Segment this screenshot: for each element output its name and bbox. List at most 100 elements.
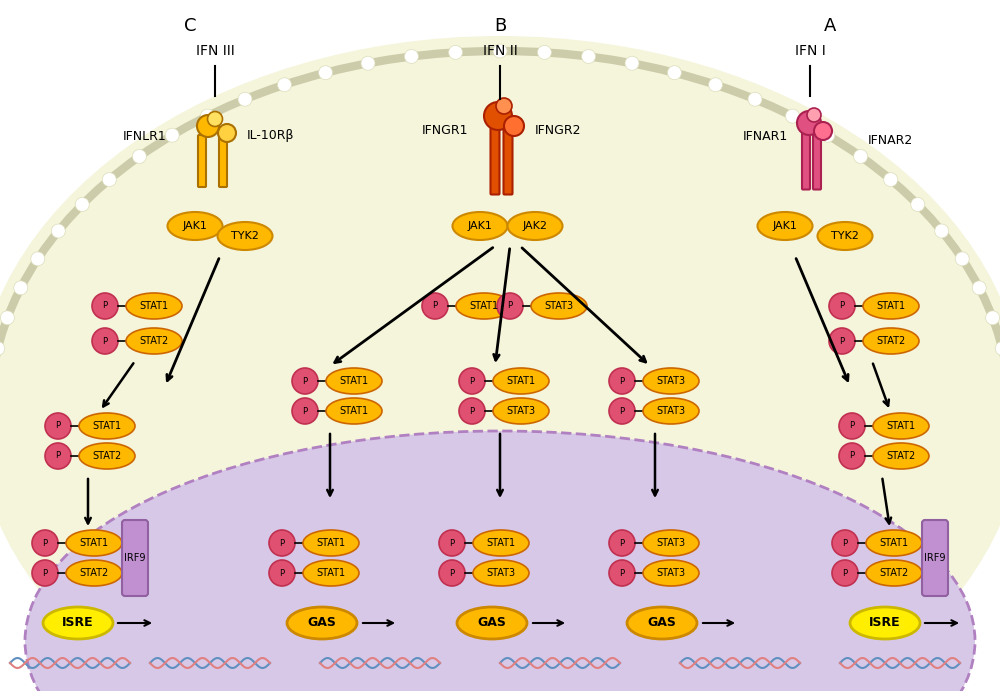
Text: STAT2: STAT2 <box>92 451 122 461</box>
Circle shape <box>31 252 45 266</box>
Circle shape <box>609 560 635 586</box>
Ellipse shape <box>79 413 135 439</box>
Circle shape <box>582 50 596 64</box>
Text: STAT1: STAT1 <box>339 376 369 386</box>
Circle shape <box>277 77 291 92</box>
Circle shape <box>972 281 986 295</box>
Text: ISRE: ISRE <box>62 616 94 630</box>
Circle shape <box>439 560 465 586</box>
Ellipse shape <box>797 111 821 135</box>
Text: STAT3: STAT3 <box>656 568 686 578</box>
Text: C: C <box>184 17 196 35</box>
Text: STAT3: STAT3 <box>656 538 686 548</box>
FancyBboxPatch shape <box>219 135 227 187</box>
Ellipse shape <box>303 560 359 586</box>
Circle shape <box>45 413 71 439</box>
Ellipse shape <box>208 111 223 126</box>
Text: P: P <box>469 406 475 415</box>
Text: STAT1: STAT1 <box>506 376 536 386</box>
Ellipse shape <box>508 212 562 240</box>
Text: P: P <box>279 569 285 578</box>
Ellipse shape <box>807 108 821 122</box>
Circle shape <box>238 92 252 106</box>
Circle shape <box>839 443 865 469</box>
Text: P: P <box>469 377 475 386</box>
Ellipse shape <box>873 413 929 439</box>
Text: STAT2: STAT2 <box>876 336 906 346</box>
Circle shape <box>786 109 800 123</box>
Text: IFNAR2: IFNAR2 <box>867 135 913 147</box>
Text: STAT2: STAT2 <box>886 451 916 461</box>
Text: P: P <box>839 337 845 346</box>
Text: IFNLR1: IFNLR1 <box>123 129 167 142</box>
Circle shape <box>92 293 118 319</box>
Text: STAT1: STAT1 <box>876 301 906 311</box>
Ellipse shape <box>531 293 587 319</box>
Text: STAT3: STAT3 <box>544 301 574 311</box>
Circle shape <box>995 341 1000 355</box>
Circle shape <box>829 328 855 354</box>
Text: JAK1: JAK1 <box>468 221 492 231</box>
Circle shape <box>854 149 868 164</box>
Ellipse shape <box>126 328 182 354</box>
Text: JAK1: JAK1 <box>773 221 797 231</box>
FancyBboxPatch shape <box>491 128 500 194</box>
Circle shape <box>537 46 551 59</box>
FancyBboxPatch shape <box>504 128 512 194</box>
Circle shape <box>165 129 179 142</box>
Ellipse shape <box>473 530 529 556</box>
Ellipse shape <box>817 222 872 250</box>
Text: STAT1: STAT1 <box>79 538 109 548</box>
Ellipse shape <box>326 398 382 424</box>
Text: P: P <box>449 538 455 547</box>
Circle shape <box>14 281 28 295</box>
Text: IFNGR1: IFNGR1 <box>422 124 468 138</box>
Text: STAT3: STAT3 <box>506 406 536 416</box>
Circle shape <box>821 129 835 142</box>
Text: JAK2: JAK2 <box>522 221 548 231</box>
Ellipse shape <box>643 530 699 556</box>
Circle shape <box>449 46 463 59</box>
Circle shape <box>422 293 448 319</box>
Text: STAT2: STAT2 <box>879 568 909 578</box>
Text: IL-10Rβ: IL-10Rβ <box>246 129 294 142</box>
Ellipse shape <box>866 530 922 556</box>
Circle shape <box>269 560 295 586</box>
Ellipse shape <box>456 293 512 319</box>
Circle shape <box>832 560 858 586</box>
Ellipse shape <box>484 102 512 130</box>
Text: IFN I: IFN I <box>795 44 825 58</box>
Ellipse shape <box>863 293 919 319</box>
Text: IFNAR1: IFNAR1 <box>742 129 788 142</box>
Ellipse shape <box>457 607 527 639</box>
Circle shape <box>361 56 375 70</box>
Ellipse shape <box>66 530 122 556</box>
FancyBboxPatch shape <box>922 520 948 596</box>
Circle shape <box>439 530 465 556</box>
Text: P: P <box>432 301 438 310</box>
Text: IRF9: IRF9 <box>124 553 146 563</box>
Circle shape <box>75 198 89 211</box>
Text: A: A <box>824 17 836 35</box>
Text: STAT1: STAT1 <box>486 538 516 548</box>
Circle shape <box>625 56 639 70</box>
Text: ISRE: ISRE <box>869 616 901 630</box>
Text: P: P <box>842 538 848 547</box>
Text: STAT1: STAT1 <box>316 538 346 548</box>
Text: GAS: GAS <box>308 616 336 630</box>
Text: STAT1: STAT1 <box>886 421 916 431</box>
Ellipse shape <box>504 116 524 136</box>
Text: STAT1: STAT1 <box>469 301 499 311</box>
Circle shape <box>748 92 762 106</box>
Circle shape <box>935 224 949 238</box>
Ellipse shape <box>66 560 122 586</box>
Text: IFN II: IFN II <box>483 44 517 58</box>
Circle shape <box>609 530 635 556</box>
Text: P: P <box>42 538 48 547</box>
Circle shape <box>0 311 14 325</box>
Circle shape <box>709 77 723 92</box>
Circle shape <box>884 173 898 187</box>
Circle shape <box>32 530 58 556</box>
Circle shape <box>200 109 214 123</box>
Text: P: P <box>619 569 625 578</box>
